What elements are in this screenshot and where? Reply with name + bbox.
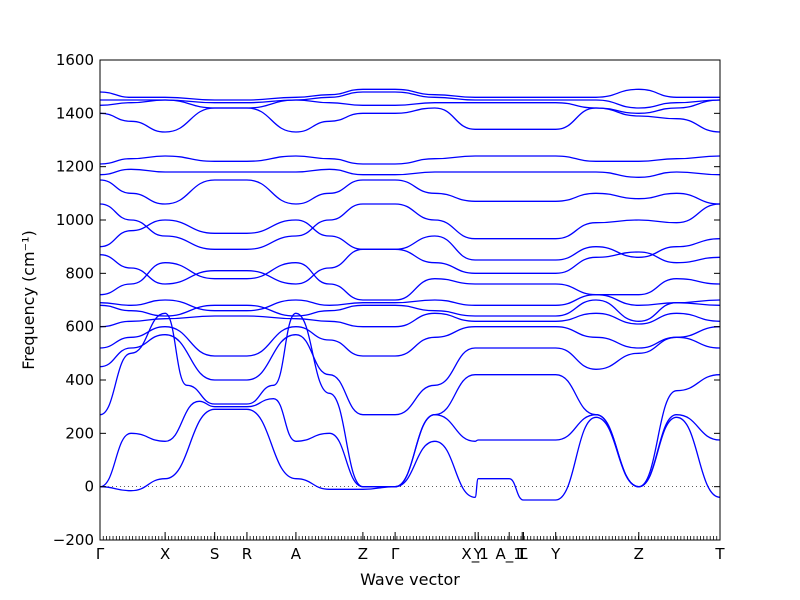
y-tick-label: 800 xyxy=(65,264,94,282)
y-tick-label: 600 xyxy=(65,318,94,336)
series-lines xyxy=(99,88,721,501)
kpoint-label: Γ xyxy=(391,545,400,563)
band-branch-7 xyxy=(99,299,721,322)
y-tick-label: 1200 xyxy=(56,158,94,176)
band-branch-14 xyxy=(99,168,721,178)
kpoint-label: L xyxy=(519,545,528,563)
band-branch-11 xyxy=(99,219,721,261)
kpoint-label: T xyxy=(517,545,528,563)
band-branch-5 xyxy=(99,326,721,357)
kpoint-label: R xyxy=(242,545,252,563)
band-branch-4 xyxy=(99,334,721,416)
x-axis-label: Wave vector xyxy=(360,570,460,589)
y-tick-label: 1000 xyxy=(56,211,94,229)
kpoint-label: A_1 xyxy=(496,545,523,564)
kpoint-label: Z xyxy=(634,545,644,563)
band-branch-18 xyxy=(100,91,721,109)
band-branch-13 xyxy=(99,179,721,205)
band-branch-6 xyxy=(99,312,721,328)
band-branch-15 xyxy=(99,155,721,165)
band-branch-3 xyxy=(99,312,721,488)
kpoint-label: X xyxy=(160,545,170,563)
kpoint-label: T xyxy=(714,545,725,563)
kpoint-label: Y xyxy=(473,545,484,563)
kpoint-label: A xyxy=(291,545,302,563)
plot-frame xyxy=(99,59,721,541)
axis-ticks: −200 0 200 400 600 800 1000 1200 1400 1600 Γ X S R A Z Γ… xyxy=(53,51,726,564)
kpoint-label: Y xyxy=(550,545,561,563)
y-tick-label: 1600 xyxy=(56,51,94,69)
band-branch-12 xyxy=(99,203,721,250)
kpoint-label: Z xyxy=(358,545,368,563)
y-tick-label: 200 xyxy=(65,424,94,442)
kpoint-label: Γ xyxy=(96,545,105,563)
y-tick-label: 400 xyxy=(65,371,94,389)
band-branch-17 xyxy=(99,99,721,114)
y-axis-label: Frequency (cm⁻¹) xyxy=(19,230,38,369)
band-branch-19 xyxy=(99,88,720,101)
band-branch-9 xyxy=(99,262,721,301)
y-tick-label: 0 xyxy=(84,478,94,496)
band-branch-10 xyxy=(99,248,721,285)
y-tick-label: 1400 xyxy=(56,104,94,122)
kpoint-label: X_1 xyxy=(461,545,488,564)
y-tick-label: −200 xyxy=(53,531,94,549)
kpoint-label: S xyxy=(210,545,220,563)
